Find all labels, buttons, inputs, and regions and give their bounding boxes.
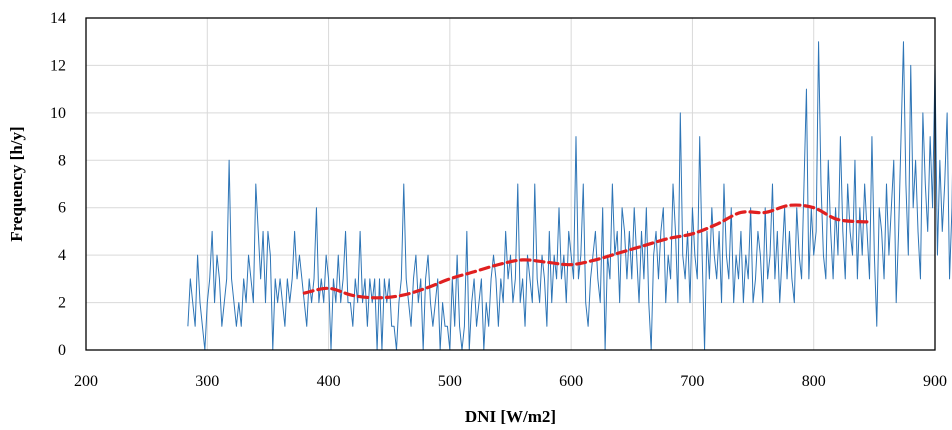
y-tick-label: 8: [58, 152, 66, 169]
y-axis-title: Frequency [h/y]: [7, 126, 26, 241]
y-tick-label: 4: [58, 247, 66, 264]
x-tick-label: 300: [195, 373, 219, 390]
y-tick-label: 0: [58, 342, 66, 359]
x-tick-label: 400: [317, 373, 341, 390]
frequency-series: [187, 41, 952, 351]
x-axis-title: DNI [W/m2]: [465, 407, 556, 426]
trend-series: [302, 203, 870, 300]
trend-series-line: [302, 203, 870, 300]
y-tick-label: 10: [50, 105, 66, 122]
frequency-series-line: [187, 41, 952, 351]
plot-area-frame: [85, 17, 936, 351]
x-tick-label: 600: [559, 373, 583, 390]
y-axis-ticks: 0 2 4 6 8 10 12 14: [50, 10, 66, 359]
x-axis-ticks: 200 300 400 500 600 700 800 900: [74, 373, 947, 390]
x-tick-label: 900: [923, 373, 947, 390]
y-tick-label: 2: [58, 295, 66, 312]
y-tick-label: 6: [58, 200, 66, 217]
x-tick-label: 700: [680, 373, 704, 390]
y-tick-label: 12: [50, 57, 66, 74]
x-tick-label: 800: [802, 373, 826, 390]
x-tick-label: 200: [74, 373, 98, 390]
x-tick-label: 500: [438, 373, 462, 390]
y-tick-label: 14: [50, 10, 66, 27]
